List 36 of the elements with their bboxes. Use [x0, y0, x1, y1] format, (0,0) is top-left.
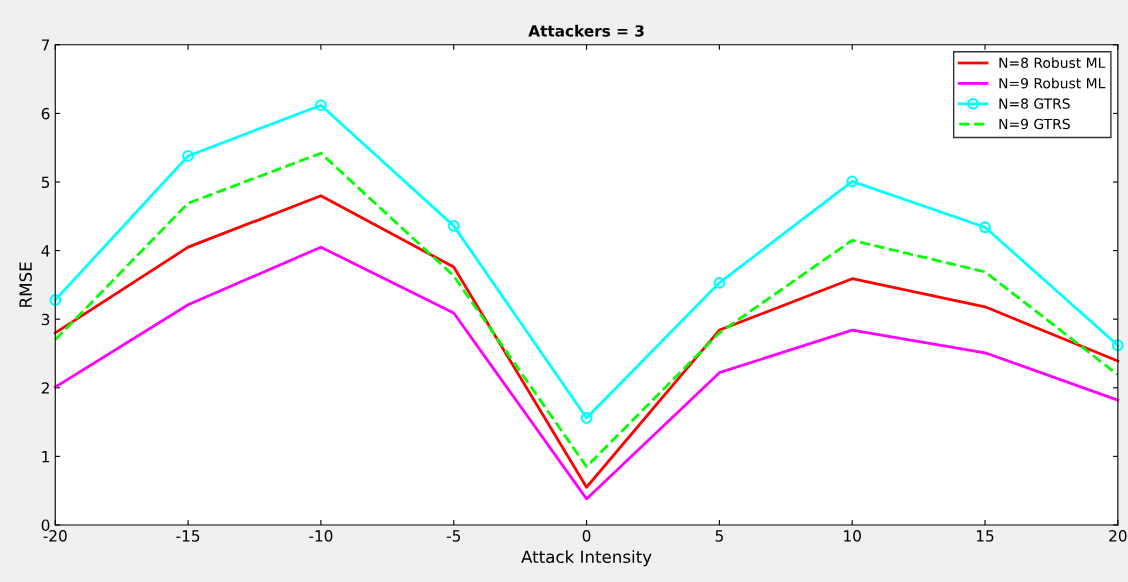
legend-label: N=9 GTRS — [999, 118, 1070, 130]
y-tick-label: 1 — [42, 451, 49, 463]
point — [979, 221, 991, 234]
point — [49, 294, 62, 306]
x-tick-label: -20 — [43, 530, 67, 542]
y-tick-label: 2 — [41, 382, 49, 394]
x-tick-label: -5 — [446, 530, 461, 542]
y-tick-label: 6 — [41, 107, 50, 120]
legend-label: N=9 Robust ML — [999, 77, 1106, 89]
legend-label: N=8 GTRS — [999, 98, 1070, 109]
x-tick-label: 0 — [582, 530, 591, 542]
y-tick-label: 4 — [41, 245, 50, 257]
x-tick-label: 20 — [1109, 530, 1127, 542]
point — [580, 412, 593, 424]
line-series — [53, 245, 1120, 501]
y-tick-label: 5 — [41, 176, 50, 189]
point — [447, 220, 460, 232]
point — [182, 150, 194, 162]
x-tick-label: -15 — [176, 530, 200, 542]
point — [315, 99, 327, 112]
legend-label: N=8 Robust ML — [999, 57, 1106, 69]
point — [713, 276, 726, 289]
y-tick-label: 3 — [41, 313, 50, 326]
x-tick-label: 5 — [715, 530, 723, 542]
point — [846, 175, 859, 188]
x-axis-title: Attack Intensity — [521, 550, 652, 567]
y-tick-label: 7 — [41, 39, 50, 51]
x-tick-label: -10 — [309, 530, 333, 542]
x-tick-label: 15 — [976, 530, 994, 542]
point — [1111, 339, 1124, 352]
y-tick-label: 0 — [41, 519, 50, 531]
chart-title: Attackers = 3 — [528, 24, 644, 37]
line-series — [53, 151, 1120, 469]
line-series — [53, 194, 1120, 489]
x-tick-label: 10 — [844, 530, 861, 542]
y-axis-title: RMSE — [19, 262, 32, 307]
